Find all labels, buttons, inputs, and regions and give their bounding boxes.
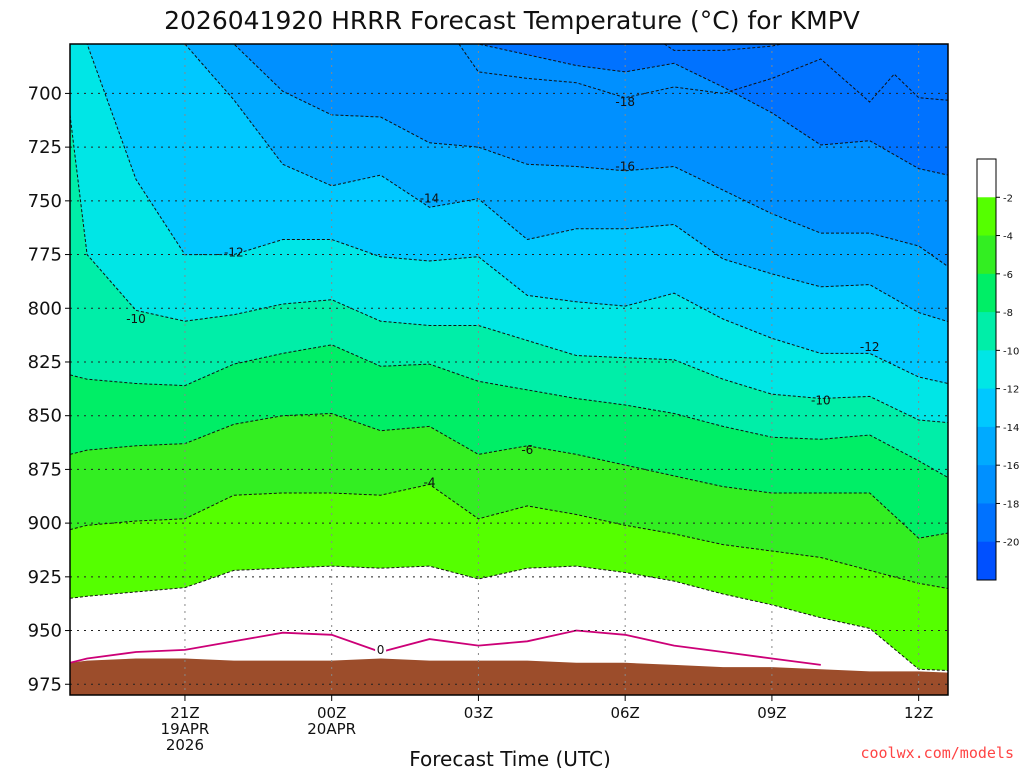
colorbar-tick-label: -8	[1003, 308, 1013, 319]
colorbar-swatch	[977, 273, 996, 313]
isotherm-line-minus2	[70, 565, 948, 672]
credit-text[interactable]: coolwx.com/models	[860, 744, 1014, 762]
colorbar-swatch	[977, 426, 996, 466]
contour-label: -14	[420, 192, 440, 206]
freezing-line-0c	[70, 629, 821, 666]
y-tick-label: 775	[28, 245, 62, 266]
isotherm-line-layer	[70, 44, 948, 672]
colorbar: -2 -4 -6 -8 -10 -12 -14 -16 -18 -20	[976, 158, 1019, 581]
contour-label: -6	[521, 443, 533, 457]
y-tick-label: 900	[28, 513, 62, 534]
x-tick-label: 00Z	[317, 704, 346, 722]
colorbar-tick-label: -20	[1003, 538, 1019, 549]
y-tick-label: 825	[28, 352, 62, 373]
colorbar-frame	[976, 158, 997, 581]
isotherm-line-extra-minus18	[458, 44, 948, 103]
y-tick-label: 725	[28, 137, 62, 158]
colorbar-tick-label: -18	[1003, 499, 1019, 510]
colorbar-swatch	[977, 350, 996, 390]
colorbar-tick-label: -16	[1003, 461, 1019, 472]
contour-label: -18	[615, 95, 635, 109]
band-fill-minus16	[70, 44, 948, 267]
y-tick-label: 850	[28, 406, 62, 427]
y-tick-label: 750	[28, 191, 62, 212]
colorbar-tick-label: -6	[1003, 270, 1013, 281]
x-tick-label: 06Z	[610, 704, 639, 722]
isotherm-line-minus8	[70, 344, 948, 479]
contour-label: -4	[424, 475, 436, 489]
colorbar-swatch	[977, 197, 996, 237]
chart-title: 2026041920 HRRR Forecast Temperature (°C…	[164, 6, 860, 35]
x-tick-label: 12Z	[904, 704, 933, 722]
contour-label-bg	[375, 643, 387, 656]
colorbar-swatch	[977, 541, 996, 581]
isotherm-line-minus14	[70, 44, 948, 323]
y-tick-label: 950	[28, 621, 62, 642]
contour-label: -16	[615, 159, 635, 173]
y-tick-label: 975	[28, 674, 62, 695]
x-tick-label: 19APR	[161, 720, 210, 738]
colorbar-swatch	[977, 465, 996, 504]
temperature-fill-layer	[70, 44, 948, 695]
x-tick-label: 21Z	[170, 704, 199, 722]
colorbar-tick-label: -12	[1003, 385, 1019, 396]
plot-area: -18 -16 -14 -12 -10 -12 -10 -6 -4 0 700 725 750 775 80…	[28, 43, 1019, 754]
colorbar-swatch	[977, 159, 996, 198]
contour-label: 0	[377, 643, 385, 657]
x-tick-label: 2026	[166, 736, 204, 754]
x-tick-label: 09Z	[757, 704, 786, 722]
ground-terrain	[70, 658, 948, 695]
y-tick-label: 800	[28, 298, 62, 319]
isotherm-line-minus10	[70, 114, 948, 424]
colorbar-swatch	[977, 388, 996, 428]
x-tick-label: 03Z	[464, 704, 493, 722]
x-tick-label: 20APR	[307, 720, 356, 738]
colorbar-tick-label: -14	[1003, 423, 1019, 434]
colorbar-swatch	[977, 235, 996, 275]
contour-label-layer: -18 -16 -14 -12 -10 -12 -10 -6 -4 0	[126, 95, 880, 657]
colorbar-tick-label: -10	[1003, 346, 1019, 357]
y-tick-label: 700	[28, 83, 62, 104]
isotherm-line-minus4	[70, 483, 948, 589]
isotherm-line-minus12	[70, 44, 948, 384]
isotherm-line-minus16	[70, 44, 948, 268]
plot-frame	[69, 43, 949, 696]
contour-label: -10	[126, 312, 146, 326]
y-tick-label: 925	[28, 567, 62, 588]
colorbar-swatch	[977, 503, 996, 543]
isotherm-line-extra-minus20	[664, 44, 782, 51]
y-tick-label: 875	[28, 459, 62, 480]
contour-label: -12	[224, 245, 244, 259]
band-fill-minus18	[70, 44, 948, 176]
colorbar-tick-label: -2	[1003, 193, 1013, 204]
contour-label: -12	[860, 340, 880, 354]
y-axis: 700 725 750 775 800 825 850 875 900 925 950 975	[28, 83, 70, 695]
contour-label: -10	[811, 394, 831, 408]
colorbar-tick-label: -4	[1003, 232, 1013, 243]
colorbar-swatch	[977, 312, 996, 351]
x-axis-title: Forecast Time (UTC)	[409, 747, 611, 768]
